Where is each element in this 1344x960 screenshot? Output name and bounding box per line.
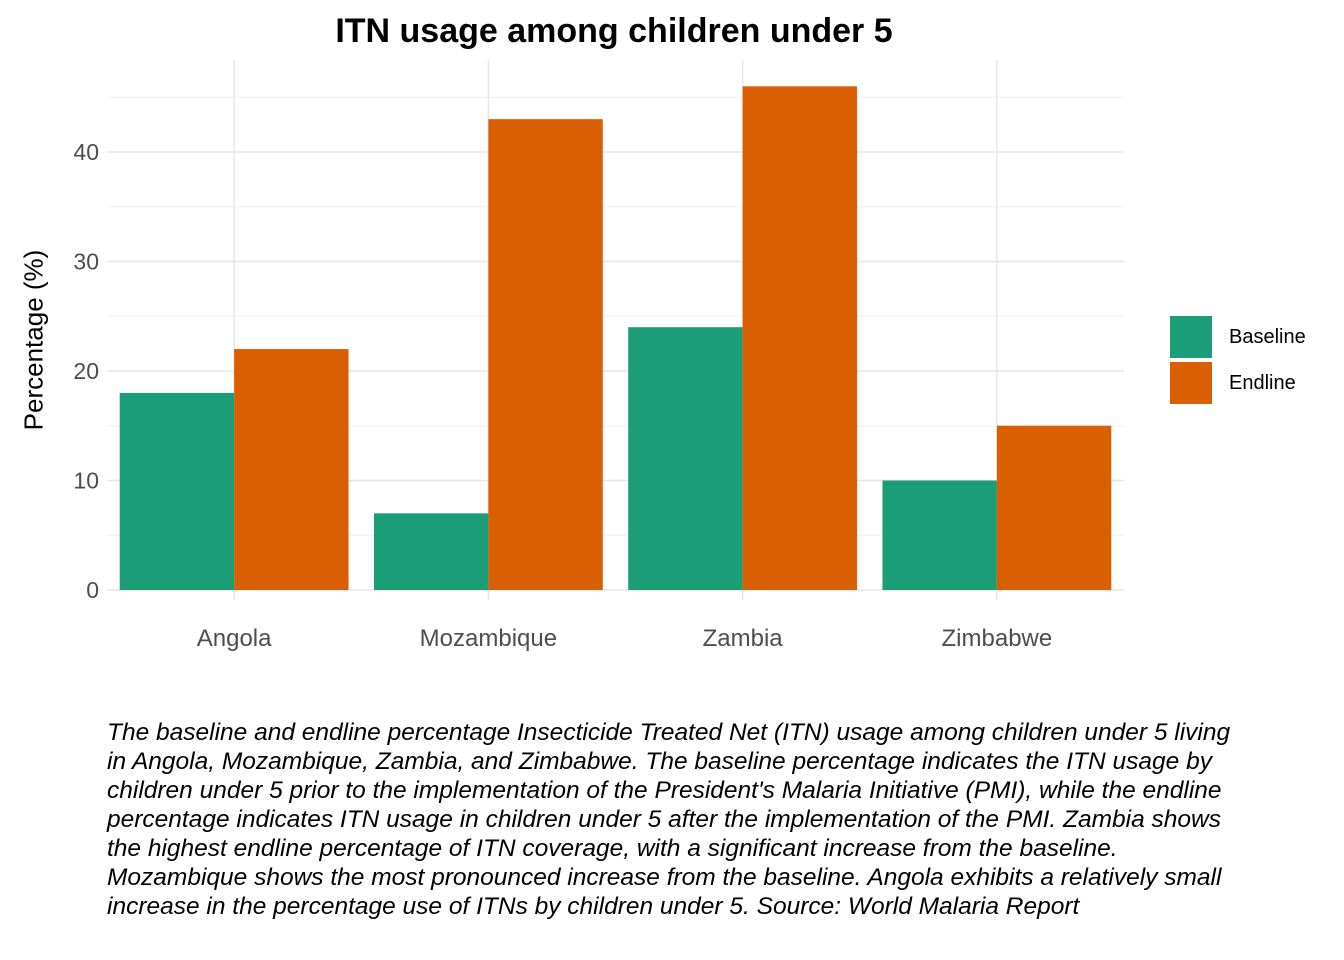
bar-endline-mozambique <box>488 119 603 591</box>
bar-baseline-zambia <box>628 327 743 590</box>
y-tick-label: 0 <box>86 577 99 603</box>
x-tick-label: Mozambique <box>420 625 557 652</box>
legend: Baseline Endline <box>1170 314 1306 406</box>
y-tick-label: 40 <box>73 139 99 165</box>
x-tick-label: Angola <box>197 625 272 652</box>
y-tick-label: 30 <box>73 249 99 275</box>
legend-label-endline: Endline <box>1229 371 1296 394</box>
legend-item-endline: Endline <box>1170 360 1306 406</box>
legend-key-baseline <box>1170 316 1212 358</box>
x-tick-label: Zimbabwe <box>942 625 1053 652</box>
chart-caption: The baseline and endline percentage Inse… <box>107 719 1231 920</box>
bar-baseline-angola <box>119 392 235 590</box>
bar-baseline-zimbabwe <box>882 480 997 590</box>
bar-endline-angola <box>234 349 349 590</box>
bar-endline-zimbabwe <box>996 425 1112 590</box>
legend-key-endline <box>1170 362 1212 404</box>
y-tick-label: 20 <box>73 358 99 384</box>
chart-plot-area: 0 10 20 30 40 Angola Mozambique Zambia Zimbabwe <box>73 60 1124 652</box>
legend-label-baseline: Baseline <box>1229 325 1306 348</box>
y-axis-title: Percentage (%) <box>18 249 49 431</box>
bar-endline-zambia <box>742 86 858 591</box>
chart-title: ITN usage among children under 5 <box>335 12 893 50</box>
x-tick-label: Zambia <box>703 625 784 652</box>
y-tick-label: 10 <box>73 468 99 494</box>
bar-baseline-mozambique <box>373 513 489 590</box>
legend-item-baseline: Baseline <box>1170 314 1306 360</box>
